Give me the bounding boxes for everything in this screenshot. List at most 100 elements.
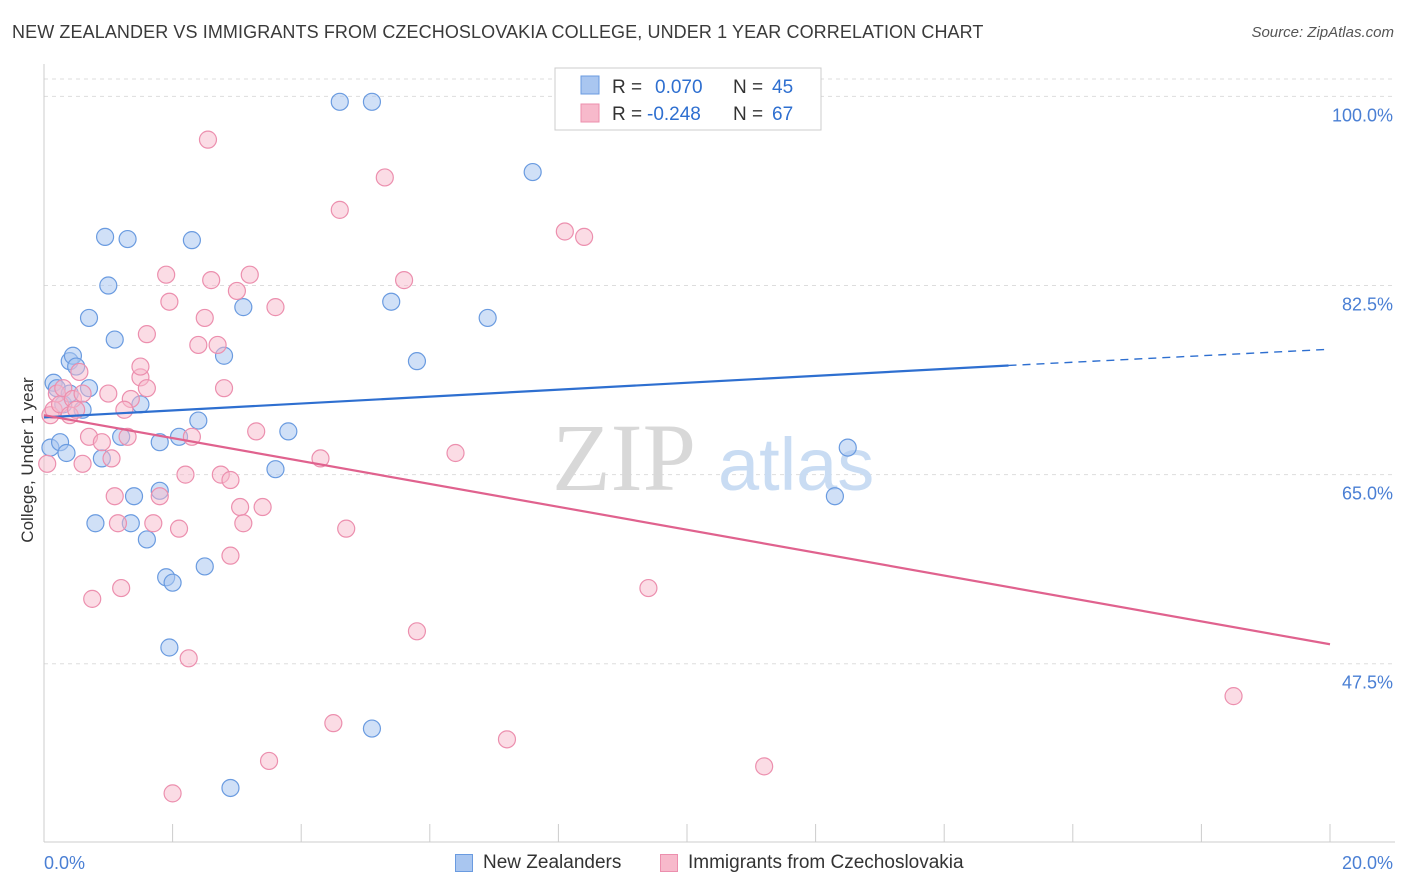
point-new-zealanders bbox=[523, 162, 542, 182]
legend-n-label-2: N = bbox=[733, 104, 763, 125]
point-immigrants-czechoslovakia bbox=[221, 546, 240, 565]
point-immigrants-czechoslovakia bbox=[446, 443, 465, 463]
point-new-zealanders bbox=[118, 229, 137, 249]
point-immigrants-czechoslovakia bbox=[231, 497, 250, 517]
point-new-zealanders bbox=[95, 227, 115, 246]
trend-lines bbox=[43, 348, 1331, 646]
bottom-legend-label: Immigrants from Czechoslovakia bbox=[688, 852, 964, 873]
point-immigrants-czechoslovakia bbox=[337, 519, 356, 538]
point-immigrants-czechoslovakia bbox=[394, 271, 414, 290]
point-immigrants-czechoslovakia bbox=[221, 470, 240, 490]
y-tick-label: 82.5% bbox=[1342, 295, 1393, 315]
point-immigrants-czechoslovakia bbox=[73, 454, 92, 473]
point-immigrants-czechoslovakia bbox=[240, 265, 259, 284]
chart-title: NEW ZEALANDER VS IMMIGRANTS FROM CZECHOS… bbox=[12, 22, 984, 42]
point-immigrants-czechoslovakia bbox=[259, 751, 279, 771]
legend-r-label-2: R = bbox=[612, 104, 642, 125]
bottom-legend-label: New Zealanders bbox=[483, 852, 622, 873]
point-immigrants-czechoslovakia bbox=[407, 622, 427, 641]
point-new-zealanders bbox=[362, 719, 382, 738]
legend-r-value-2: -0.248 bbox=[647, 104, 701, 125]
point-immigrants-czechoslovakia bbox=[99, 384, 118, 403]
point-new-zealanders bbox=[163, 573, 182, 592]
series-immigrants-czechoslovakia bbox=[38, 130, 1243, 803]
point-new-zealanders bbox=[382, 292, 401, 311]
point-immigrants-czechoslovakia bbox=[1224, 687, 1243, 706]
point-new-zealanders bbox=[195, 557, 214, 576]
point-immigrants-czechoslovakia bbox=[73, 384, 92, 403]
point-immigrants-czechoslovakia bbox=[247, 422, 266, 441]
point-new-zealanders bbox=[838, 438, 857, 457]
point-immigrants-czechoslovakia bbox=[112, 578, 131, 598]
y-tick-label: 100.0% bbox=[1332, 105, 1393, 125]
legend-swatch-blue bbox=[580, 75, 600, 95]
point-immigrants-czechoslovakia bbox=[555, 222, 574, 241]
point-immigrants-czechoslovakia bbox=[253, 497, 272, 517]
point-immigrants-czechoslovakia bbox=[144, 514, 163, 533]
point-immigrants-czechoslovakia bbox=[176, 465, 195, 484]
point-new-zealanders bbox=[362, 92, 382, 111]
point-immigrants-czechoslovakia bbox=[83, 589, 102, 608]
y-tick-label: 47.5% bbox=[1342, 673, 1393, 693]
point-immigrants-czechoslovakia bbox=[67, 400, 86, 419]
x-tick-label: 20.0% bbox=[1342, 853, 1393, 873]
point-immigrants-czechoslovakia bbox=[497, 730, 517, 749]
point-immigrants-czechoslovakia bbox=[160, 292, 179, 311]
point-new-zealanders bbox=[124, 487, 144, 506]
point-immigrants-czechoslovakia bbox=[234, 514, 253, 533]
point-new-zealanders bbox=[105, 330, 124, 349]
legend-n-label-1: N = bbox=[733, 77, 763, 98]
point-immigrants-czechoslovakia bbox=[227, 281, 246, 301]
legend-r-label-1: R = bbox=[612, 77, 642, 98]
point-new-zealanders bbox=[182, 231, 201, 250]
point-immigrants-czechoslovakia bbox=[92, 433, 111, 452]
point-immigrants-czechoslovakia bbox=[330, 200, 349, 219]
bottom-legend: New Zealanders Immigrants from Czechoslo… bbox=[0, 852, 1406, 878]
point-immigrants-czechoslovakia bbox=[324, 714, 343, 733]
watermark-atlas: atlas bbox=[718, 423, 874, 506]
point-immigrants-czechoslovakia bbox=[157, 265, 176, 284]
point-immigrants-czechoslovakia bbox=[214, 379, 234, 398]
point-immigrants-czechoslovakia bbox=[105, 487, 124, 506]
point-immigrants-czechoslovakia bbox=[131, 357, 150, 376]
x-tick-label: 0.0% bbox=[44, 853, 85, 873]
trendline-new-zealanders bbox=[43, 364, 1009, 419]
point-immigrants-czechoslovakia bbox=[266, 298, 285, 317]
point-new-zealanders bbox=[478, 308, 497, 328]
bottom-legend-item-new-zealanders: New Zealanders bbox=[455, 852, 621, 874]
point-new-zealanders bbox=[99, 276, 118, 295]
y-axis-title: College, Under 1 year bbox=[18, 377, 37, 543]
grid-lines bbox=[44, 78, 1395, 665]
point-immigrants-czechoslovakia bbox=[179, 649, 198, 668]
point-new-zealanders bbox=[79, 308, 99, 328]
bottom-legend-item-czechoslovakia: Immigrants from Czechoslovakia bbox=[660, 852, 964, 874]
point-immigrants-czechoslovakia bbox=[195, 308, 214, 328]
trendline-immigrants-czechoslovakia bbox=[43, 414, 1331, 646]
point-immigrants-czechoslovakia bbox=[169, 519, 189, 538]
point-new-zealanders bbox=[330, 92, 349, 111]
point-immigrants-czechoslovakia bbox=[115, 400, 134, 419]
point-immigrants-czechoslovakia bbox=[202, 271, 221, 290]
tick-labels: 47.5% 65.0% 82.5% 100.0% 0.0% 20.0% bbox=[44, 105, 1393, 873]
point-new-zealanders bbox=[407, 352, 427, 371]
legend-swatch-pink bbox=[580, 103, 600, 123]
point-new-zealanders bbox=[137, 530, 156, 549]
point-new-zealanders bbox=[160, 638, 179, 657]
point-new-zealanders bbox=[86, 514, 105, 533]
point-immigrants-czechoslovakia bbox=[70, 362, 89, 382]
bottom-legend-swatch-blue bbox=[455, 854, 473, 872]
point-new-zealanders bbox=[150, 433, 169, 452]
point-immigrants-czechoslovakia bbox=[375, 168, 394, 187]
legend-r-value-1: 0.070 bbox=[655, 77, 703, 98]
point-new-zealanders bbox=[221, 778, 240, 798]
point-immigrants-czechoslovakia bbox=[38, 454, 57, 473]
legend-n-value-1: 45 bbox=[772, 77, 793, 98]
y-tick-label: 65.0% bbox=[1342, 484, 1393, 504]
point-new-zealanders bbox=[279, 422, 298, 441]
point-new-zealanders bbox=[234, 298, 253, 317]
point-immigrants-czechoslovakia bbox=[575, 227, 594, 246]
watermark: ZIP atlas bbox=[552, 404, 874, 511]
point-immigrants-czechoslovakia bbox=[118, 427, 137, 446]
trendline-new-zealanders-extension bbox=[1008, 348, 1331, 367]
